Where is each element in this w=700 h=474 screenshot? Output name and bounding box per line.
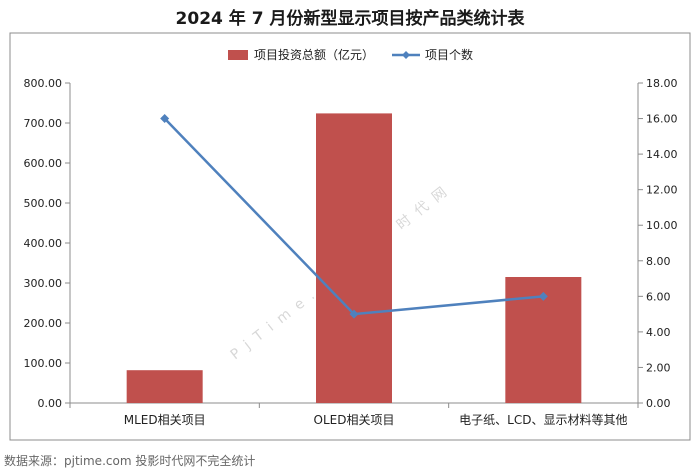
y-tick-label-right: 6.00: [646, 290, 671, 303]
legend-label-line: 项目个数: [425, 47, 473, 62]
y-tick-label-left: 200.00: [24, 317, 63, 330]
legend-label-bar: 项目投资总额（亿元）: [254, 47, 374, 62]
x-tick-label: 电子纸、LCD、显示材料等其他: [459, 413, 627, 427]
y-tick-label-right: 12.00: [646, 184, 678, 197]
legend-marker-line: [402, 51, 410, 59]
legend-swatch-bar: [228, 50, 248, 60]
bar: [126, 370, 203, 403]
line-series: [160, 114, 548, 319]
legend: 项目投资总额（亿元） 项目个数: [228, 47, 473, 62]
x-tick-label: OLED相关项目: [314, 413, 395, 427]
y-tick-label-left: 0.00: [38, 397, 63, 410]
y-tick-label-right: 14.00: [646, 148, 678, 161]
y-tick-label-left: 100.00: [24, 357, 63, 370]
line-point: [160, 114, 170, 124]
y-tick-label-left: 600.00: [24, 157, 63, 170]
y-tick-label-right: 10.00: [646, 219, 678, 232]
bar: [316, 113, 392, 404]
y-tick-label-left: 800.00: [24, 77, 63, 90]
y-tick-label-right: 4.00: [646, 326, 671, 339]
y-tick-label-left: 500.00: [24, 197, 63, 210]
y-tick-label-right: 8.00: [646, 255, 671, 268]
y-tick-label-left: 300.00: [24, 277, 63, 290]
y-tick-label-left: 700.00: [24, 117, 63, 130]
chart-title: 2024 年 7 月份新型显示项目按产品类统计表: [175, 9, 525, 29]
line-point: [538, 291, 548, 301]
y-tick-label-right: 16.00: [646, 113, 678, 126]
y-tick-label-right: 2.00: [646, 361, 671, 374]
line-point: [349, 309, 359, 319]
y-tick-label-right: 0.00: [646, 397, 671, 410]
x-tick-label: MLED相关项目: [124, 413, 206, 427]
source-note: 数据来源：pjtime.com 投影时代网不完全统计: [4, 454, 256, 468]
y-tick-label-right: 18.00: [646, 77, 678, 90]
y-tick-label-left: 400.00: [24, 237, 63, 250]
